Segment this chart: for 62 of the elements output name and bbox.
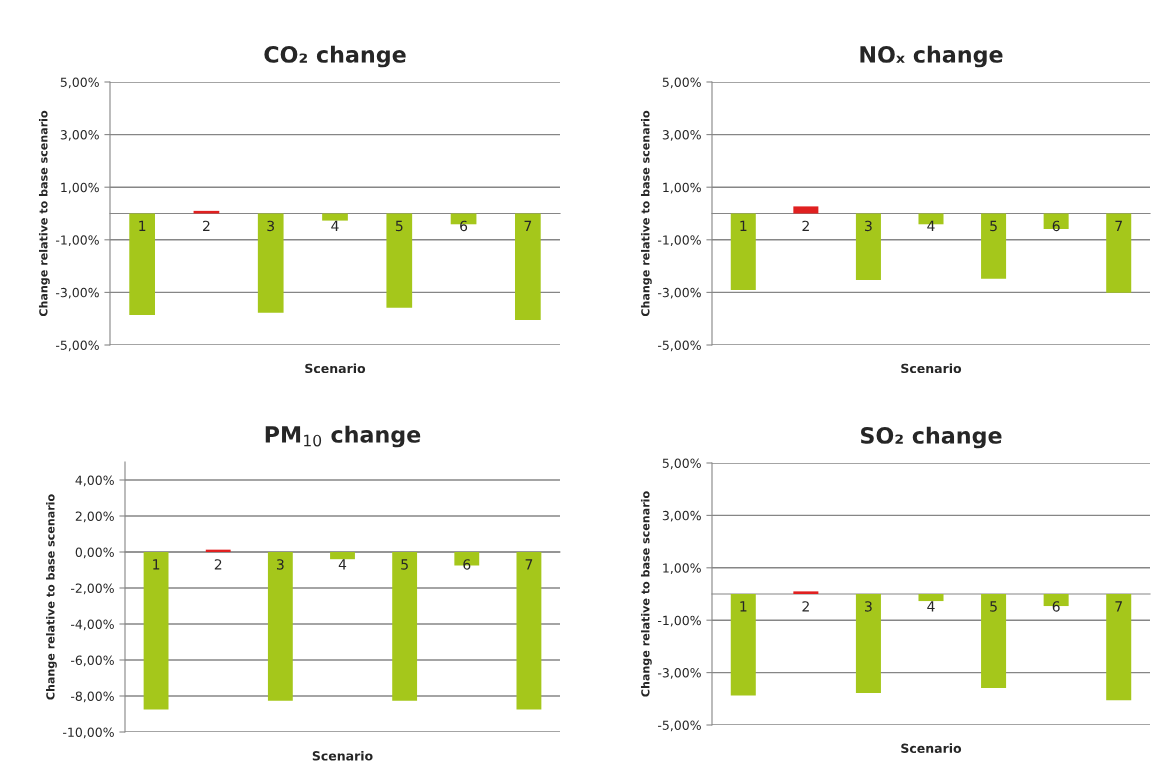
- y-tick-label: 3,00%: [60, 130, 99, 141]
- y-tick-label: 2,00%: [75, 511, 114, 523]
- y-tick-label: -1,00%: [55, 235, 99, 246]
- y-tick-label: 5,00%: [60, 77, 99, 89]
- x-tick-label: 7: [1115, 601, 1122, 612]
- y-tick-label: 3,00%: [662, 510, 701, 522]
- y-tick-label: 1,00%: [663, 563, 701, 574]
- x-tick-label: 1: [139, 220, 146, 231]
- y-axis-title: Change relative to base scenario: [640, 491, 652, 697]
- x-axis-title: Scenario: [901, 363, 962, 374]
- x-tick-label: 4: [331, 220, 339, 231]
- y-axis-title: Change relative to base scenario: [640, 110, 652, 317]
- x-tick-label: 7: [1115, 220, 1122, 231]
- y-axis-title: Change relative to base scenario: [38, 110, 50, 317]
- y-tick-label: 4,00%: [75, 475, 114, 487]
- x-tick-label: 2: [214, 559, 222, 570]
- y-tick-label: 3,00%: [662, 130, 701, 141]
- x-tick-label: 5: [395, 220, 403, 232]
- x-tick-label: 2: [802, 601, 809, 612]
- y-axis-title: Change relative to base scenario: [46, 494, 57, 700]
- y-tick-label: -6,00%: [70, 655, 114, 667]
- y-tick-label: -5,00%: [657, 340, 701, 352]
- y-tick-label: -4,00%: [70, 619, 114, 631]
- x-tick-label: 1: [740, 601, 747, 612]
- x-axis-title: Scenario: [305, 363, 366, 374]
- y-tick-label: 1,00%: [663, 182, 701, 194]
- y-tick-label: -1,00%: [657, 615, 701, 627]
- y-tick-label: -1,00%: [657, 235, 701, 246]
- x-tick-label: 3: [267, 220, 275, 232]
- y-tick-label: 1,00%: [61, 182, 99, 194]
- x-tick-label: 6: [1052, 220, 1060, 232]
- x-axis-title: Scenario: [901, 743, 962, 754]
- x-tick-label: 3: [865, 220, 872, 232]
- x-tick-label: 1: [153, 559, 160, 570]
- x-tick-label: 5: [401, 559, 408, 570]
- x-tick-label: 3: [277, 559, 284, 570]
- x-tick-label: 3: [865, 601, 872, 612]
- x-tick-label: 2: [203, 220, 210, 231]
- x-tick-label: 5: [990, 220, 997, 232]
- x-tick-label: 7: [524, 220, 532, 231]
- chart-title: SO₂ change: [861, 426, 1002, 449]
- chart-title: NOₓ change: [860, 45, 1003, 68]
- x-tick-label: 4: [338, 559, 347, 570]
- chart-title: CO₂ change: [264, 45, 406, 68]
- y-tick-label: -8,00%: [70, 691, 114, 703]
- y-tick-label: 0,00%: [75, 547, 114, 559]
- y-tick-label: 5,00%: [662, 77, 701, 89]
- y-tick-label: -3,00%: [657, 668, 701, 679]
- x-tick-label: 2: [802, 220, 809, 231]
- y-tick-label: -3,00%: [55, 287, 99, 299]
- x-tick-label: 4: [927, 601, 935, 612]
- y-tick-label: -5,00%: [657, 720, 701, 732]
- y-tick-label: -2,00%: [70, 583, 114, 595]
- chart-title: PM$_{10}$ change: [265, 425, 421, 448]
- x-axis-title: Scenario: [312, 750, 373, 761]
- x-tick-label: 1: [740, 220, 747, 231]
- y-tick-label: 5,00%: [662, 458, 701, 470]
- x-tick-label: 7: [525, 559, 533, 570]
- y-tick-label: -5,00%: [55, 340, 99, 352]
- y-tick-label: -3,00%: [657, 287, 701, 299]
- y-tick-label: -10,00%: [63, 727, 114, 739]
- x-tick-label: 5: [990, 601, 997, 612]
